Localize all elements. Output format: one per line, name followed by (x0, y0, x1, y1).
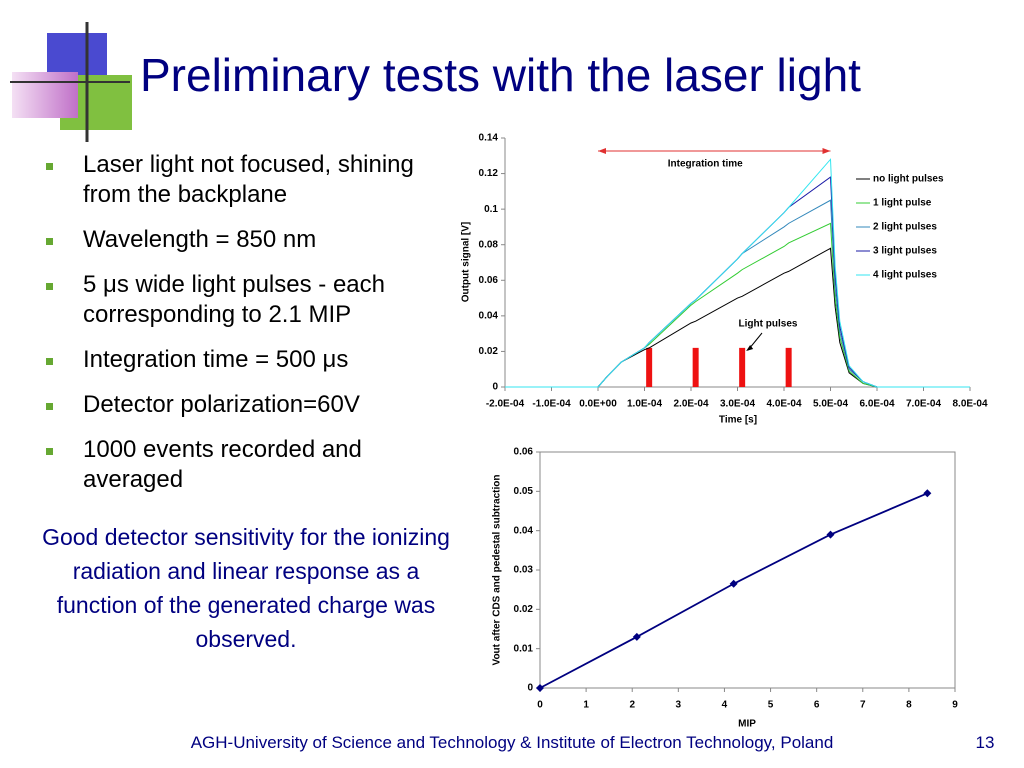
x-tick-label: 1.0E-04 (627, 399, 662, 410)
light-pulse (785, 347, 792, 387)
y-tick-label: 0.06 (514, 447, 534, 458)
x-tick-label: 5 (768, 700, 774, 711)
x-axis-title: MIP (738, 719, 756, 730)
bullet: Wavelength = 850 nm (44, 225, 444, 255)
data-point (536, 684, 544, 692)
integration-label: Integration time (668, 159, 743, 170)
y-tick-label: 0 (492, 382, 498, 393)
y-tick-label: 0.14 (479, 133, 499, 144)
legend-label: 4 light pulses (873, 270, 937, 281)
x-tick-label: 3.0E-04 (720, 399, 755, 410)
plot-frame (539, 451, 956, 689)
x-axis-title: Time [s] (719, 415, 757, 426)
x-tick-label: 4.0E-04 (766, 399, 801, 410)
series-line (505, 158, 970, 388)
x-tick-label: 3 (676, 700, 682, 711)
x-tick-label: -2.0E-04 (486, 399, 525, 410)
y-tick-label: 0.04 (514, 525, 534, 536)
arrow-head (598, 148, 606, 154)
y-axis-title: Output signal [V] (461, 222, 472, 303)
x-tick-label: 6.0E-04 (859, 399, 894, 410)
legend-label: 2 light pulses (873, 222, 937, 233)
y-tick-label: 0 (527, 683, 533, 694)
bullet: 1000 events recorded and averaged (44, 435, 444, 495)
data-point (826, 530, 835, 539)
x-tick-label: 1 (583, 700, 589, 711)
data-point (729, 579, 738, 588)
x-tick-label: 4 (722, 700, 728, 711)
x-tick-label: 8 (906, 700, 912, 711)
legend-label: no light pulses (873, 174, 944, 185)
y-tick-label: 0.02 (514, 604, 534, 615)
chart: 0 0.02 0.04 0.06 0.08 0.1 0.12 0.14 -2.0E-04 -1.0… (461, 133, 988, 426)
x-tick-label: 2.0E-04 (673, 399, 708, 410)
x-tick-label: 9 (952, 700, 958, 711)
data-point (923, 489, 932, 498)
x-tick-label: 7.0E-04 (906, 399, 941, 410)
light-pulse (646, 347, 653, 387)
y-tick-label: 0.12 (479, 168, 499, 179)
x-tick-label: 8.0E-04 (952, 399, 987, 410)
bullet: Laser light not focused, shining from th… (44, 150, 444, 210)
y-tick-label: 0.04 (479, 310, 499, 321)
x-tick-label: 0.0E+00 (579, 399, 617, 410)
y-tick-label: 0.03 (514, 565, 534, 576)
x-tick-label: 7 (860, 700, 866, 711)
x-tick-label: 6 (814, 700, 820, 711)
x-tick-label: -1.0E-04 (532, 399, 571, 410)
legend-label: 3 light pulses (873, 246, 937, 257)
bullet: Detector polarization=60V (44, 390, 444, 420)
x-tick-label: 5.0E-04 (813, 399, 848, 410)
pulse-arrow-head (746, 345, 754, 351)
y-tick-label: 0.06 (479, 275, 499, 286)
footer: AGH-University of Science and Technology… (190, 733, 834, 752)
conclusion: Good detector sensitivity for the ionizi… (42, 524, 450, 652)
y-tick-label: 0.05 (514, 486, 534, 497)
light-pulse (692, 347, 699, 387)
y-tick-label: 0.08 (479, 239, 499, 250)
charts: 0 0.02 0.04 0.06 0.08 0.1 0.12 0.14 -2.0E-04 -1.0… (461, 133, 988, 730)
bullet: 5 μs wide light pulses - each correspond… (44, 270, 444, 330)
light-pulse (739, 347, 746, 387)
bullet-list: Laser light not focused, shining from th… (44, 150, 444, 510)
decoration (10, 22, 132, 142)
legend-label: 1 light pulse (873, 198, 932, 209)
series-line (539, 492, 928, 689)
slide-title: Preliminary tests with the laser light (140, 49, 861, 101)
y-axis-title: Vout after CDS and pedestal subtraction (492, 475, 503, 666)
x-tick-label: 0 (537, 700, 543, 711)
pulse-label: Light pulses (739, 319, 798, 330)
arrow-head (822, 148, 831, 154)
chart: 0 0.01 0.02 0.03 0.04 0.05 0.06 0 1 2 3 4 5 6 7 8 9 MIP Vo… (492, 447, 959, 730)
y-tick-label: 0.1 (484, 204, 498, 215)
page-number: 13 (975, 733, 995, 752)
y-tick-label: 0.02 (479, 346, 499, 357)
bullet: Integration time = 500 μs (44, 345, 444, 375)
data-point (632, 632, 641, 641)
y-tick-label: 0.01 (514, 643, 534, 654)
x-tick-label: 2 (629, 700, 635, 711)
